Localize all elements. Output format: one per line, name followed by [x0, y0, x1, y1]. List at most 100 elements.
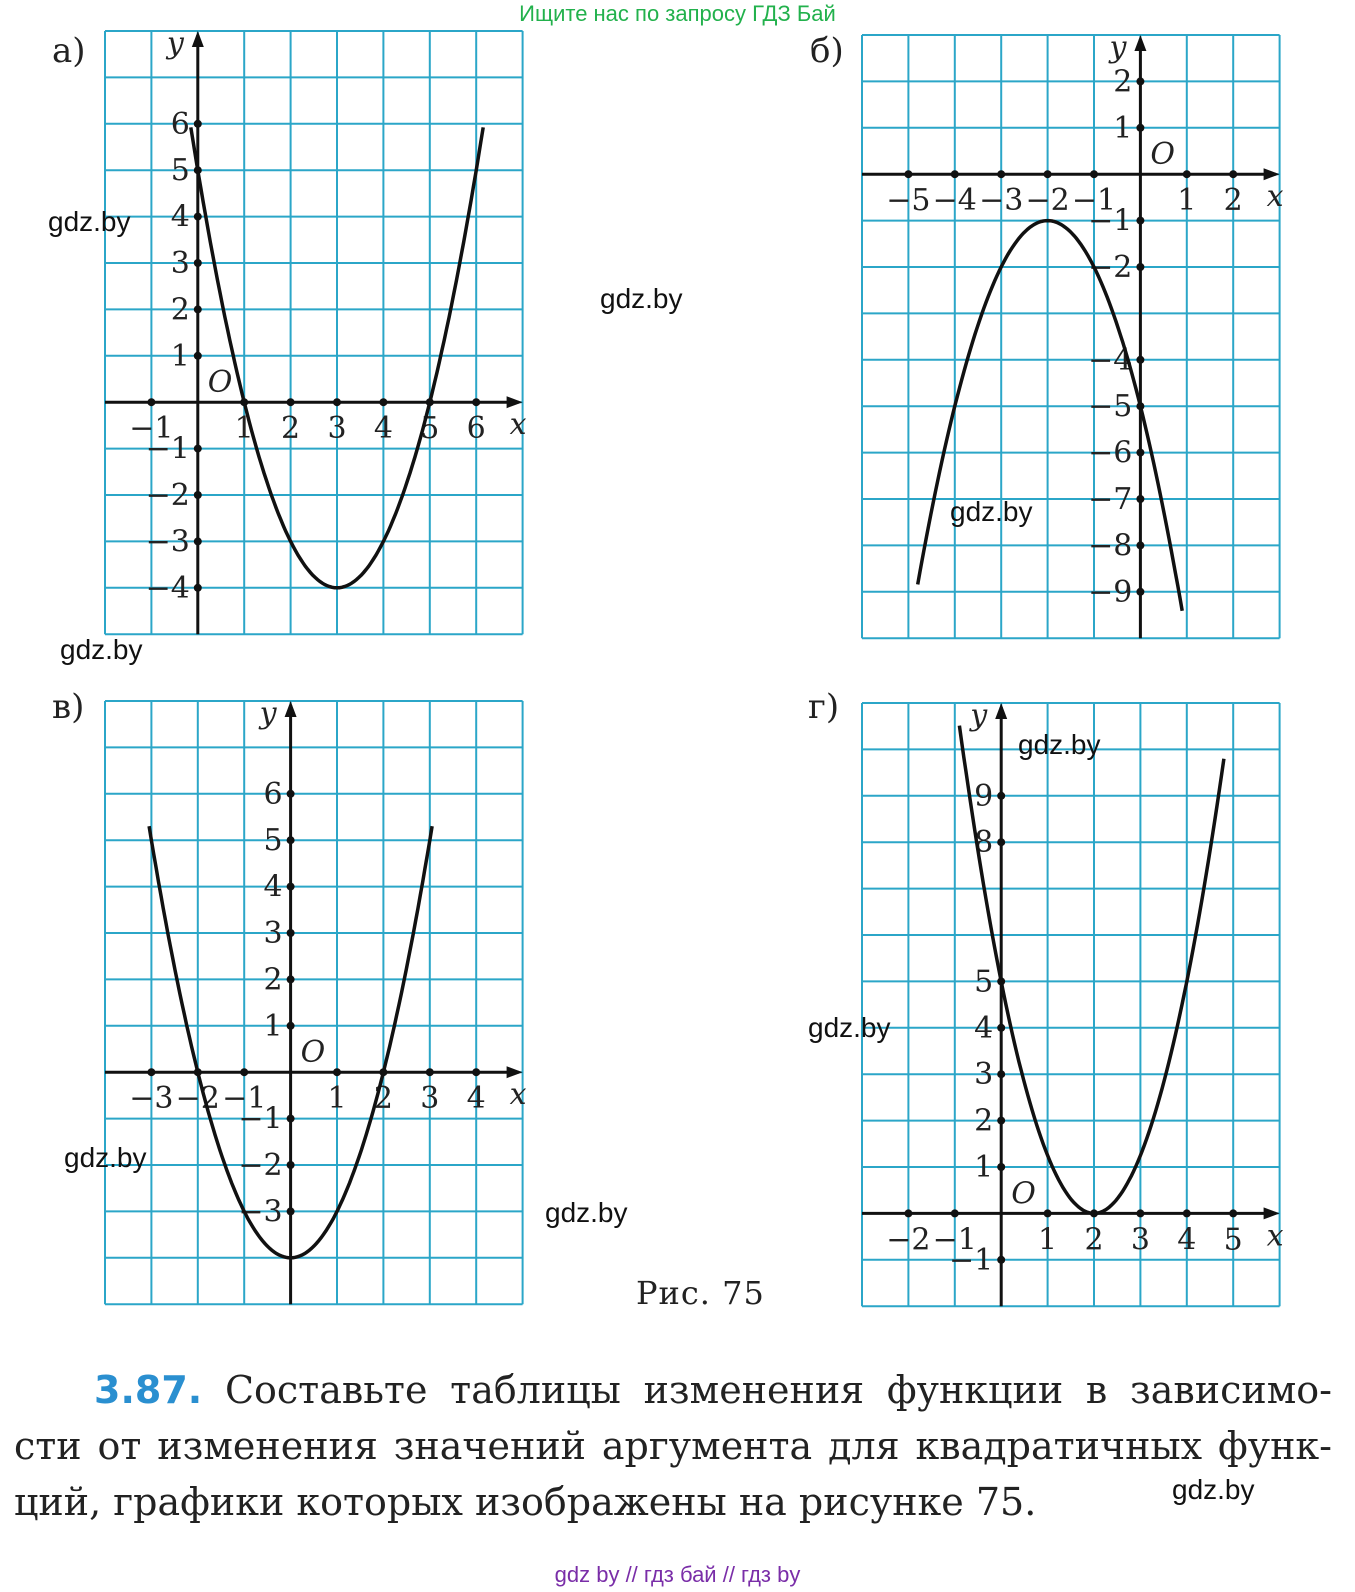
- x-tick-label: 1: [1177, 183, 1196, 218]
- x-tick-label: 4: [374, 411, 393, 446]
- x-tick-dot: [1043, 1209, 1052, 1218]
- grid: [861, 702, 1281, 1308]
- y-tick-label: 4: [974, 1011, 993, 1046]
- y-tick-dot: [997, 1163, 1006, 1171]
- x-tick-dot: [333, 398, 341, 407]
- grid: [104, 700, 524, 1306]
- y-tick-label: 2: [171, 292, 190, 327]
- origin-label: O: [208, 365, 233, 400]
- y-tick-label: 5: [974, 964, 993, 999]
- x-tick-dot: [950, 170, 959, 179]
- x-axis-label: x: [510, 1077, 527, 1112]
- y-tick-label: 1: [171, 339, 190, 374]
- x-tick-dot: [997, 170, 1006, 179]
- x-tick-label: −4: [933, 183, 977, 218]
- x-tick-dot: [1182, 170, 1191, 179]
- figure-caption: Рис. 75: [636, 1274, 765, 1312]
- problem-text-1: Составьте таблицы изменения функции в за…: [224, 1368, 1332, 1412]
- y-tick-dot: [997, 1070, 1006, 1079]
- y-tick-dot: [997, 791, 1006, 800]
- y-tick-dot: [193, 583, 202, 592]
- y-tick-label: 5: [171, 153, 190, 188]
- parabola-curve: [147, 825, 434, 1260]
- y-tick-dot: [193, 305, 202, 314]
- x-tick-dot: [286, 398, 295, 407]
- x-tick-dot: [904, 170, 913, 179]
- x-tick-dot: [1229, 170, 1238, 179]
- x-tick-label: 3: [420, 1081, 439, 1116]
- y-tick-dot: [1136, 123, 1145, 132]
- x-axis-arrow: [1263, 1207, 1280, 1220]
- x-tick-label: −5: [886, 183, 930, 218]
- y-tick-dot: [1136, 448, 1145, 457]
- watermark: gdz.by: [64, 1142, 147, 1173]
- x-axis-arrow: [1263, 168, 1280, 181]
- x-tick-dot: [1090, 170, 1098, 179]
- y-tick-label: −6: [1088, 436, 1132, 471]
- y-tick-dot: [286, 929, 295, 937]
- y-tick-dot: [286, 1114, 295, 1123]
- y-axis-label: y: [968, 698, 988, 733]
- y-tick-dot: [997, 838, 1006, 847]
- y-tick-label: −3: [146, 524, 190, 559]
- y-tick-label: 2: [1113, 64, 1132, 99]
- y-tick-dot: [1136, 263, 1145, 271]
- x-tick-label: 1: [327, 1081, 346, 1116]
- x-tick-label: 4: [1177, 1222, 1196, 1257]
- y-tick-label: −4: [146, 571, 190, 606]
- x-tick-dot: [1043, 170, 1052, 179]
- x-tick-label: −2: [1025, 183, 1069, 218]
- y-tick-dot: [286, 836, 295, 845]
- y-axis-label: y: [258, 696, 278, 731]
- y-tick-dot: [997, 1023, 1006, 1032]
- x-tick-label: 3: [327, 411, 346, 446]
- x-tick-label: −1: [222, 1081, 266, 1116]
- y-tick-label: −1: [238, 1102, 282, 1137]
- y-tick-label: −5: [1088, 389, 1132, 424]
- panel-label: в): [52, 687, 84, 727]
- watermark: gdz.by: [1172, 1474, 1255, 1505]
- problem-line-1: 3.87. Составьте таблицы изменения функци…: [14, 1362, 1332, 1418]
- x-tick-label: 3: [1131, 1222, 1150, 1257]
- x-tick-dot: [147, 398, 156, 407]
- x-tick-dot: [950, 1209, 959, 1218]
- y-tick-dot: [193, 212, 202, 221]
- y-tick-dot: [286, 1021, 295, 1030]
- x-tick-label: 4: [467, 1081, 486, 1116]
- x-tick-label: −1: [933, 1222, 977, 1257]
- y-tick-label: 3: [171, 246, 190, 281]
- watermark: gdz.by: [60, 634, 143, 665]
- y-tick-dot: [1136, 77, 1145, 86]
- y-tick-label: −7: [1088, 482, 1132, 517]
- x-tick-label: −2: [176, 1081, 220, 1116]
- x-axis-arrow: [506, 1066, 523, 1079]
- x-tick-label: 1: [1038, 1222, 1057, 1257]
- x-tick-dot: [904, 1209, 913, 1218]
- watermark: gdz.by: [48, 206, 131, 237]
- y-tick-label: −1: [949, 1243, 993, 1278]
- y-tick-label: 4: [171, 200, 190, 235]
- x-tick-label: 2: [281, 411, 300, 446]
- x-axis-label: x: [1267, 1218, 1284, 1253]
- footer-links: gdz by // гдз бай // гдз by: [554, 1562, 801, 1587]
- x-tick-label: −1: [1072, 183, 1116, 218]
- x-tick-label: 6: [467, 411, 486, 446]
- y-tick-label: 3: [264, 916, 283, 951]
- watermark: gdz.by: [950, 496, 1033, 527]
- y-tick-dot: [1136, 541, 1145, 550]
- y-tick-dot: [193, 119, 202, 128]
- y-axis-arrow: [284, 701, 297, 717]
- panel-label: а): [52, 31, 86, 71]
- y-axis-label: y: [1107, 30, 1127, 65]
- y-tick-dot: [1136, 216, 1145, 225]
- y-axis-arrow: [995, 703, 1008, 719]
- origin-label: O: [1011, 1176, 1036, 1211]
- parabola-curve: [189, 127, 485, 590]
- y-axis-label: y: [165, 26, 185, 61]
- y-tick-dot: [997, 1116, 1006, 1125]
- y-tick-dot: [1136, 495, 1145, 503]
